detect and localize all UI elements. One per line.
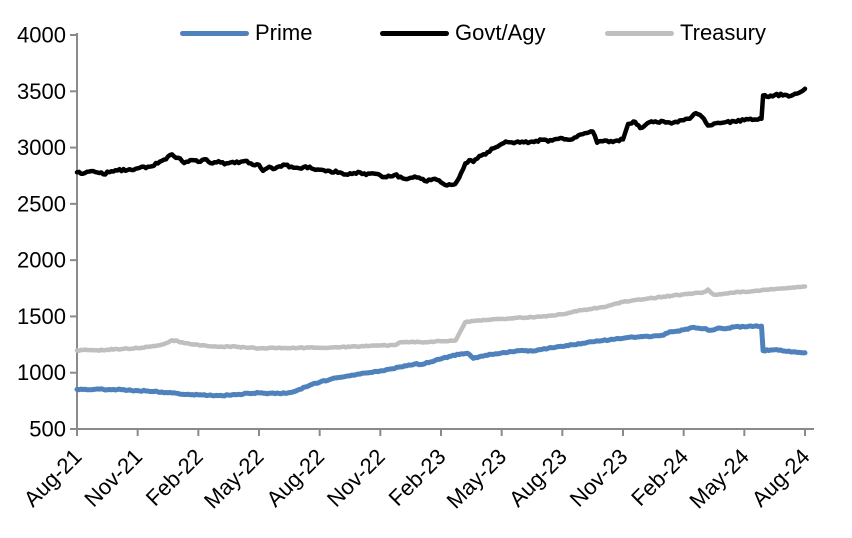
legend-item-prime: Prime xyxy=(180,21,312,45)
chart-legend: Prime Govt/Agy Treasury xyxy=(0,0,852,50)
x-tick-label: Nov-21 xyxy=(79,444,147,512)
legend-label-prime: Prime xyxy=(255,20,313,45)
legend-item-govt-agy: Govt/Agy xyxy=(380,21,545,45)
x-tick-label: Feb-23 xyxy=(384,444,451,511)
y-tick-label: 500 xyxy=(29,417,66,442)
x-tick-label: Aug-21 xyxy=(19,444,87,512)
series-line-prime xyxy=(74,323,808,399)
x-tick-label: Aug-23 xyxy=(504,444,572,512)
y-tick-label: 2000 xyxy=(17,248,66,273)
treasury-line-swatch-icon xyxy=(605,31,674,36)
x-tick-label: May-22 xyxy=(199,444,269,514)
y-tick-label: 1500 xyxy=(17,304,66,329)
y-tick-label: 3500 xyxy=(17,79,66,104)
legend-label-govt-agy: Govt/Agy xyxy=(455,20,546,45)
x-tick-label: May-23 xyxy=(442,444,512,514)
legend-label-treasury: Treasury xyxy=(680,20,766,45)
govt-agy-line-swatch-icon xyxy=(380,31,449,36)
x-tick-label: May-24 xyxy=(684,444,754,514)
x-tick-label: Feb-22 xyxy=(141,444,208,511)
y-tick-label: 2500 xyxy=(17,191,66,216)
legend-item-treasury: Treasury xyxy=(605,21,766,45)
y-tick-label: 1000 xyxy=(17,360,66,385)
series-line-govt-agy xyxy=(74,86,808,188)
x-tick-label: Aug-24 xyxy=(747,444,815,512)
x-tick-label: Feb-24 xyxy=(626,444,693,511)
series-line-treasury xyxy=(74,284,808,353)
y-tick-label: 3000 xyxy=(17,135,66,160)
x-tick-label: Nov-22 xyxy=(322,444,390,512)
prime-line-swatch-icon xyxy=(180,31,249,36)
x-tick-label: Nov-23 xyxy=(565,444,633,512)
x-tick-label: Aug-22 xyxy=(261,444,329,512)
y-tick-label: 4000 xyxy=(17,23,66,48)
